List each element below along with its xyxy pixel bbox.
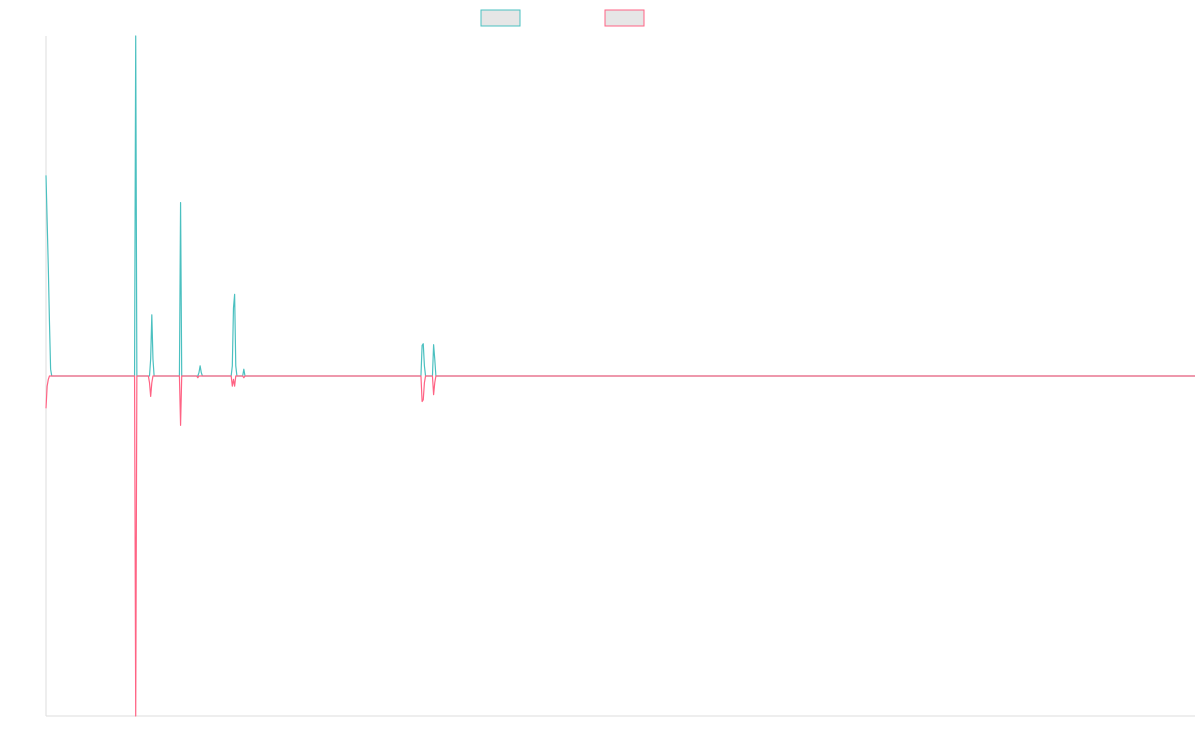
legend[interactable] bbox=[480, 9, 645, 27]
legend-swatch-series-2[interactable] bbox=[604, 9, 645, 27]
series-layer bbox=[45, 35, 1195, 717]
legend-swatch-series-1[interactable] bbox=[480, 9, 521, 27]
series-1-line bbox=[45, 35, 1195, 377]
series-2-line bbox=[45, 375, 1195, 717]
axes bbox=[45, 36, 1195, 717]
